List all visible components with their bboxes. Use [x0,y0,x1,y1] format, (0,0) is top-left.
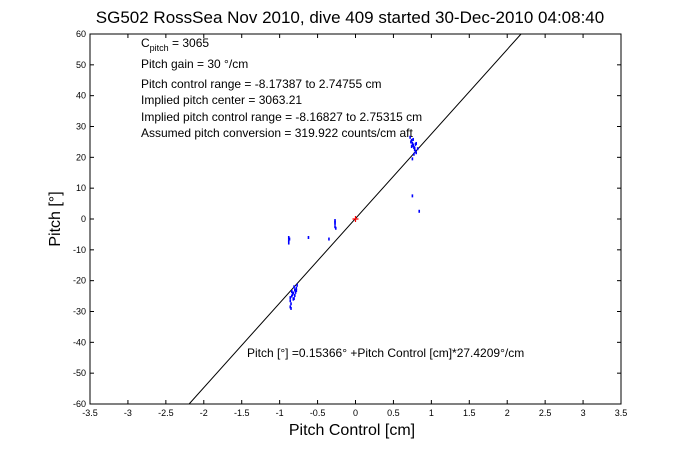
y-tick-label: -50 [73,368,86,378]
x-tick-label: -2 [200,408,208,418]
x-tick-label: 1 [429,408,434,418]
c-pitch-subscript: pitch [150,43,169,53]
x-tick-label: 0.5 [387,408,400,418]
x-tick-label: -1.5 [234,408,250,418]
assumed-pitch-conversion-annotation: Assumed pitch conversion = 319.922 count… [141,126,413,140]
y-tick-label: -60 [73,399,86,409]
x-tick-label: 2.5 [539,408,552,418]
fit-equation-annotation: Pitch [°] =0.15366° +Pitch Control [cm]*… [247,346,524,360]
center-marker [352,216,359,222]
annotations: Cpitch = 3065 Pitch gain = 30 °/cm Pitch… [141,36,524,360]
y-tick-label: -20 [73,276,86,286]
implied-pitch-control-range-annotation: Implied pitch control range = -8.16827 t… [141,110,422,124]
x-tick-label: -0.5 [310,408,326,418]
x-tick-label: 1.5 [463,408,476,418]
data-points [287,135,421,310]
y-axis-ticks: 60 50 40 30 20 10 0 -10 -20 -30 -40 -50 -60 [73,29,621,409]
y-tick-label: -10 [73,245,86,255]
y-tick-label: -40 [73,337,86,347]
y-axis-label: Pitch [°] [47,191,64,246]
y-tick-label: 0 [81,214,86,224]
c-pitch-main: C [141,36,150,50]
c-pitch-annotation: Cpitch = 3065 [141,36,209,53]
x-tick-label: -1 [276,408,284,418]
chart-title: SG502 RossSea Nov 2010, dive 409 started… [96,8,604,27]
y-tick-label: 10 [76,183,86,193]
pitch-control-range-annotation: Pitch control range = -8.17387 to 2.7475… [141,77,382,91]
x-axis-ticks: -3.5 -3 -2.5 -2 -1.5 -1 -0.5 0 0.5 1 1.5 2 2.5 3 3.5 [82,34,627,418]
x-axis-label: Pitch Control [cm] [289,422,415,439]
y-tick-label: 20 [76,152,86,162]
y-tick-label: 60 [76,29,86,39]
x-tick-label: -3 [124,408,132,418]
y-tick-label: 50 [76,60,86,70]
x-tick-label: 3.5 [615,408,628,418]
y-tick-label: 30 [76,122,86,132]
x-tick-label: -3.5 [82,408,98,418]
center-marker-group [352,216,359,222]
x-tick-label: -2.5 [158,408,174,418]
implied-pitch-center-annotation: Implied pitch center = 3063.21 [141,93,302,107]
pitch-gain-annotation: Pitch gain = 30 °/cm [141,57,248,71]
x-tick-label: 2 [505,408,510,418]
x-tick-label: 3 [581,408,586,418]
y-tick-label: 40 [76,91,86,101]
x-tick-label: 0 [353,408,358,418]
y-tick-label: -30 [73,307,86,317]
c-pitch-value: = 3065 [169,36,210,50]
